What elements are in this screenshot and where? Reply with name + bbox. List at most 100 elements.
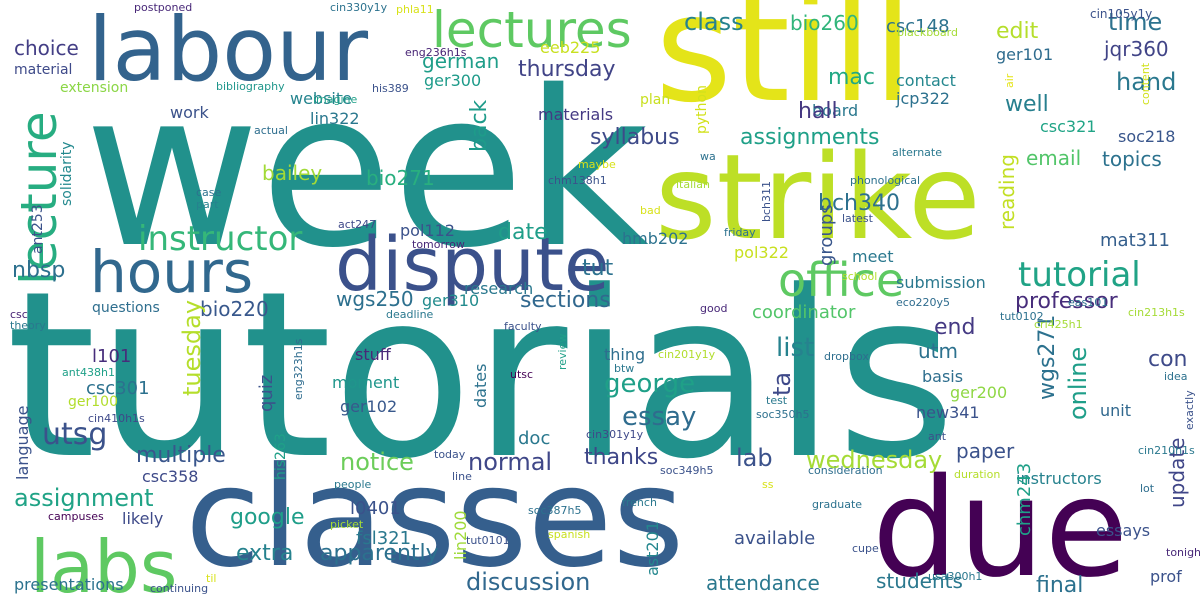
word-eas101: eas101 — [1068, 296, 1108, 309]
word-thursday: thursday — [518, 57, 616, 82]
word-campuses: campuses — [48, 510, 104, 523]
word-eeb225: eeb225 — [540, 38, 600, 57]
word-board: board — [812, 101, 858, 120]
word-edit: edit — [996, 19, 1039, 44]
word-eco220y5: eco220y5 — [896, 296, 950, 309]
word-csc148: csc148 — [886, 16, 950, 37]
word-cin213h1s: cin213h1s — [1128, 306, 1185, 319]
word-soc350h5: soc350h5 — [756, 408, 809, 421]
word-ger101: ger101 — [996, 45, 1053, 64]
word-multiple: multiple — [136, 443, 226, 468]
word-george: george — [604, 369, 695, 399]
word-wgs250: wgs250 — [336, 287, 414, 311]
word-phonological: phonological — [850, 174, 920, 187]
word-review: review — [556, 334, 569, 370]
word-extension: extension — [60, 80, 128, 96]
word-extra: extra — [236, 541, 293, 566]
word-case: case — [196, 186, 222, 199]
word-topics: topics — [1102, 147, 1162, 171]
word-soc349h5: soc349h5 — [660, 464, 713, 477]
word-eng323h1s: eng323h1s — [292, 338, 305, 400]
word-l101: l101 — [92, 346, 131, 367]
word-mac: mac — [828, 65, 875, 90]
word-spanish: spanish — [548, 528, 590, 541]
word-time: time — [1108, 8, 1162, 36]
word-pol112: pol112 — [400, 221, 455, 240]
word-lab: lab — [736, 444, 773, 472]
word-language: language — [13, 406, 32, 481]
word-class: class — [684, 8, 744, 36]
word-dispute: dispute — [335, 222, 610, 308]
word-test: test — [766, 394, 788, 407]
word-bibliography: bibliography — [216, 80, 285, 93]
word-basis: basis — [922, 367, 963, 386]
word-soc387h5: soc387h5 — [528, 504, 581, 517]
word-ant: ant — [928, 430, 947, 443]
word-eng236h1s: eng236h1s — [405, 46, 467, 59]
word-chm138h1: chm138h1 — [548, 174, 607, 187]
word-groups: groups — [816, 204, 837, 266]
word-reading: reading — [995, 154, 1019, 230]
word-labs: labs — [30, 525, 177, 600]
word-dropbox: dropbox — [824, 350, 869, 363]
word-bio271: bio271 — [366, 166, 435, 190]
word-cin210h1s: cin210h1s — [1138, 444, 1195, 457]
word-new341: new341 — [916, 403, 980, 422]
word-cin330y1y: cin330y1y — [330, 1, 388, 14]
word-doc: doc — [518, 428, 550, 449]
word-discussion: discussion — [466, 568, 590, 596]
word-online: online — [1064, 347, 1092, 420]
word-csc301: csc301 — [86, 378, 150, 399]
word-meet: meet — [852, 247, 894, 266]
word-due: due — [872, 450, 1128, 600]
word-utsc: utsc — [510, 368, 533, 381]
word-soc218: soc218 — [1118, 127, 1175, 146]
word-fsl321: fsl321 — [356, 528, 411, 549]
word-final: final — [1036, 573, 1083, 598]
word-wa: wa — [700, 150, 716, 163]
word-con: con — [1148, 347, 1188, 372]
word-good: good — [700, 302, 727, 315]
word-utsg: utsg — [42, 417, 107, 452]
word-line: line — [452, 470, 472, 483]
word-strike: strike — [655, 128, 981, 266]
word-jcp322: jcp322 — [895, 89, 950, 108]
word-tutorial: tutorial — [1018, 255, 1141, 295]
word-google: google — [230, 505, 305, 530]
word-research: research — [464, 279, 533, 298]
word-likely: likely — [122, 509, 163, 528]
word-lectures: lectures — [432, 1, 632, 59]
word-lecture: lecture — [10, 111, 68, 285]
word-week: week — [84, 44, 649, 295]
word-back: back — [467, 99, 492, 152]
word-bad: bad — [640, 204, 661, 217]
word-tuesday: tuesday — [178, 300, 206, 396]
word-friday: friday — [724, 226, 756, 239]
word-german: german — [422, 49, 499, 73]
word-french: french — [622, 496, 657, 509]
word-questions: questions — [92, 300, 160, 316]
word-classes: classes — [185, 437, 684, 598]
word-maybe: maybe — [578, 158, 616, 171]
word-students: students — [876, 569, 963, 593]
word-faculty: faculty — [504, 320, 542, 333]
word-prof: prof — [1150, 567, 1182, 586]
word-assignment: assignment — [14, 484, 154, 512]
word-solidarity: solidarity — [59, 141, 75, 206]
word-his389: his389 — [372, 82, 409, 95]
word-ant253: ant253 — [30, 204, 46, 254]
word-hours: hours — [90, 238, 253, 306]
word-quiz: quiz — [256, 375, 277, 412]
word-ant438h1: ant438h1 — [62, 366, 115, 379]
word-tut0101: tut0101 — [466, 534, 510, 547]
word-choice: choice — [14, 36, 79, 60]
word-essays: essays — [1096, 521, 1150, 540]
word-labour: labour — [88, 0, 369, 101]
word-csc358: csc358 — [142, 467, 198, 486]
word-italian: italian — [676, 178, 710, 191]
word-theory: theory — [10, 319, 46, 332]
word-unit: unit — [1100, 401, 1131, 420]
word-pol322: pol322 — [734, 243, 789, 262]
